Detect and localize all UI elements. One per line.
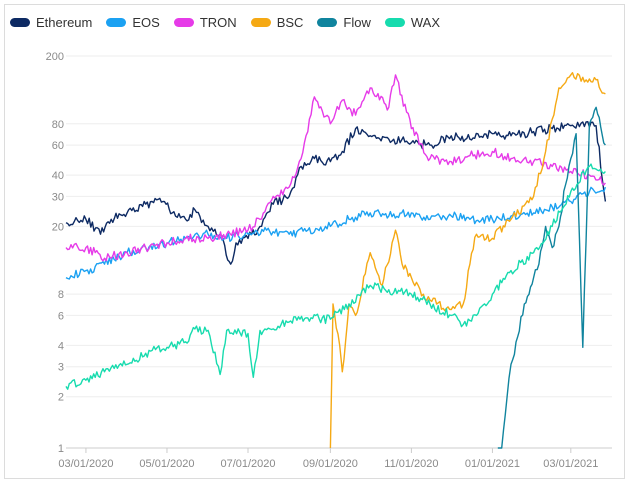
y-tick-label: 200 <box>46 51 64 63</box>
x-tick-label: 05/01/2020 <box>139 458 194 470</box>
y-tick-label: 40 <box>52 170 64 182</box>
x-tick-label: 03/01/2020 <box>58 458 113 470</box>
y-tick-label: 3 <box>58 362 64 374</box>
legend-item-flow[interactable]: Flow <box>317 14 371 30</box>
y-tick-label: 30 <box>52 191 64 203</box>
series-line-wax[interactable] <box>65 163 606 390</box>
y-tick-label: 80 <box>52 119 64 131</box>
legend-swatch <box>10 17 30 27</box>
legend-swatch <box>317 17 338 27</box>
legend-swatch <box>384 17 405 27</box>
series-line-ethereum[interactable] <box>65 121 607 265</box>
legend-swatch <box>173 17 194 27</box>
x-tick-label: 11/01/2020 <box>384 458 438 470</box>
series-line-eos[interactable] <box>65 186 607 280</box>
x-tick-label: 03/01/2021 <box>543 458 598 470</box>
legend-label: EOS <box>132 14 160 30</box>
legend-item-wax[interactable]: WAX <box>384 14 441 30</box>
series-line-bsc[interactable] <box>329 72 606 449</box>
legend-item-bsc[interactable]: BSC <box>250 14 304 30</box>
y-tick-label: 6 <box>58 310 64 322</box>
y-tick-label: 1 <box>58 443 64 455</box>
legend-label: WAX <box>410 14 441 30</box>
legend-item-ethereum[interactable]: Ethereum <box>10 15 92 30</box>
chart-frame <box>4 4 625 479</box>
legend-label: Flow <box>343 14 371 30</box>
x-tick-label: 01/01/2021 <box>465 458 520 470</box>
x-tick-label: 07/01/2020 <box>220 458 275 470</box>
legend-label: TRON <box>199 14 237 30</box>
chart-legend: Ethereum EOS TRON BSC Flow WAX <box>10 8 440 36</box>
legend-swatch <box>250 17 271 27</box>
legend-swatch <box>106 17 127 27</box>
series-line-tron[interactable] <box>65 74 606 262</box>
legend-item-eos[interactable]: EOS <box>106 14 160 30</box>
legend-item-tron[interactable]: TRON <box>173 14 237 30</box>
legend-label: Ethereum <box>36 14 93 30</box>
series-line-flow[interactable] <box>497 106 606 449</box>
y-tick-label: 60 <box>52 140 64 152</box>
y-tick-label: 8 <box>58 289 64 301</box>
y-tick-label: 2 <box>58 392 64 404</box>
legend-label: BSC <box>276 14 304 30</box>
y-tick-label: 4 <box>58 340 64 352</box>
x-tick-label: 09/01/2020 <box>303 458 358 470</box>
y-tick-label: 20 <box>52 221 64 233</box>
